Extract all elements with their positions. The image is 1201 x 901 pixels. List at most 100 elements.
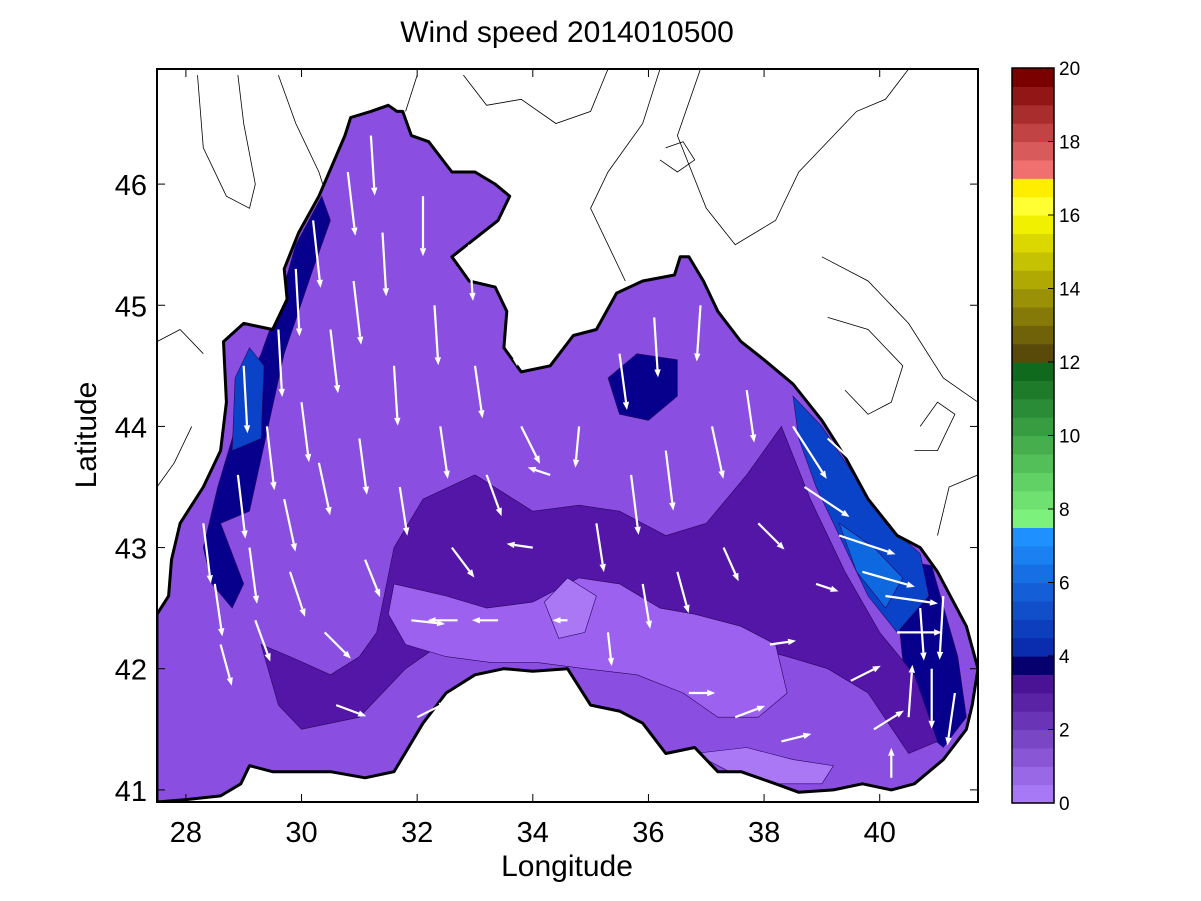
wind-vector-head <box>872 665 881 673</box>
colorbar-step <box>1012 380 1054 400</box>
wind-vector-head <box>776 541 785 550</box>
wind-vector-head <box>732 572 739 582</box>
wind-vector-head <box>343 650 351 659</box>
wind-vector-head <box>469 292 476 301</box>
wind-vector-shaft <box>722 547 737 575</box>
wind-vector-shaft <box>248 547 257 597</box>
wind-vector-shaft <box>312 220 321 281</box>
wind-vector-shaft <box>745 389 755 435</box>
colorbar-step <box>1012 215 1054 234</box>
wind-vector <box>572 426 581 468</box>
wind-vector-head <box>467 569 475 578</box>
wind-vector-head <box>218 628 225 637</box>
wind-vector <box>419 196 427 257</box>
wind-vector <box>392 365 401 426</box>
wind-vector-head <box>270 481 277 491</box>
wind-vector <box>520 425 540 464</box>
wind-vector-head <box>683 604 690 614</box>
wind-vector-head <box>371 187 378 196</box>
colorbar-step <box>1012 600 1054 620</box>
y-tick-label: 43 <box>115 534 147 566</box>
wind-vector-shaft <box>641 583 650 622</box>
wind-vector-shaft <box>862 570 908 586</box>
wind-vector-head <box>316 279 323 288</box>
wind-vector-shaft <box>606 632 612 659</box>
wind-vector-shaft <box>288 571 304 610</box>
x-tick-label: 32 <box>401 817 433 849</box>
wind-vector-shaft <box>873 713 898 731</box>
wind-vector <box>527 466 551 476</box>
wind-vector <box>352 280 364 345</box>
wind-vector <box>506 541 533 549</box>
contour-line <box>463 69 609 124</box>
wind-vector-head <box>936 651 944 660</box>
wind-vector-shaft <box>919 608 925 653</box>
wind-vector <box>242 365 251 434</box>
colorbar-step <box>1012 674 1054 694</box>
wind-vector-shaft <box>826 437 868 476</box>
colorbar-tick-label: 6 <box>1059 574 1070 595</box>
colorbar-step <box>1012 104 1054 124</box>
wind-vector-shaft <box>947 692 956 738</box>
wind-vector-head <box>478 410 485 419</box>
wind-vector-head <box>707 689 716 697</box>
wind-vector-shaft <box>451 546 471 572</box>
x-tick-label: 34 <box>517 817 549 849</box>
colorbar-step <box>1012 196 1054 216</box>
wind-vector-head <box>599 563 606 573</box>
contour-line <box>157 426 193 488</box>
wind-vector-head <box>243 425 251 434</box>
wind-vector-head <box>552 617 561 624</box>
wind-vector <box>381 232 389 297</box>
wind-vector-shaft <box>676 571 688 606</box>
wind-vector-head <box>325 506 332 516</box>
wind-vector <box>757 522 785 550</box>
wind-vector <box>236 474 248 539</box>
wind-vector <box>630 474 641 535</box>
wind-vector <box>398 486 410 536</box>
wind-vector-head <box>357 710 367 717</box>
y-tick-label: 44 <box>115 412 147 444</box>
wind-vector <box>722 547 739 582</box>
colorbar-step <box>1012 362 1054 381</box>
wind-vector <box>734 705 766 719</box>
wind-vector-head <box>241 530 248 539</box>
x-axis: 28 30 32 34 36 38 40 <box>170 69 896 849</box>
wind-vector-head <box>436 620 446 627</box>
wind-vector-shaft <box>907 672 913 718</box>
wind-vector <box>710 426 725 479</box>
wind-vector <box>288 571 306 617</box>
wind-vector-shaft <box>335 704 360 715</box>
wind-vector <box>792 425 827 479</box>
wind-vector-head <box>929 599 938 606</box>
wind-vector <box>248 547 260 604</box>
wind-vector-shaft <box>323 631 347 654</box>
wind-vector <box>277 329 285 397</box>
wind-vector <box>323 631 351 659</box>
wind-vector <box>803 486 850 517</box>
wind-vector-head <box>394 417 401 426</box>
wind-vector <box>826 437 873 480</box>
wind-band <box>838 522 904 609</box>
colorbar-step <box>1012 435 1054 455</box>
wind-vector-shaft <box>473 365 483 411</box>
wind-vector-head <box>278 388 285 397</box>
wind-vector-head <box>434 357 441 366</box>
wind-vector-shaft <box>815 582 832 590</box>
contour-line <box>157 329 204 354</box>
wind-vector <box>335 704 367 717</box>
x-tick-label: 40 <box>864 817 896 849</box>
wind-vector-head <box>888 747 895 756</box>
colorbar-step <box>1012 288 1054 308</box>
colorbar-step <box>1012 453 1054 473</box>
wind-vector-head <box>438 702 448 709</box>
wind-vector-shaft <box>439 426 448 472</box>
colorbar-tick-label: 10 <box>1059 427 1080 448</box>
wind-vector-shaft <box>734 707 759 719</box>
wind-vector-head <box>607 657 614 667</box>
colorbar-tick-label: 18 <box>1059 133 1080 154</box>
wind-vector-head <box>802 732 812 739</box>
x-tick-label: 28 <box>170 817 202 849</box>
colorbar-step <box>1012 729 1054 749</box>
wind-vector-head <box>908 664 915 673</box>
